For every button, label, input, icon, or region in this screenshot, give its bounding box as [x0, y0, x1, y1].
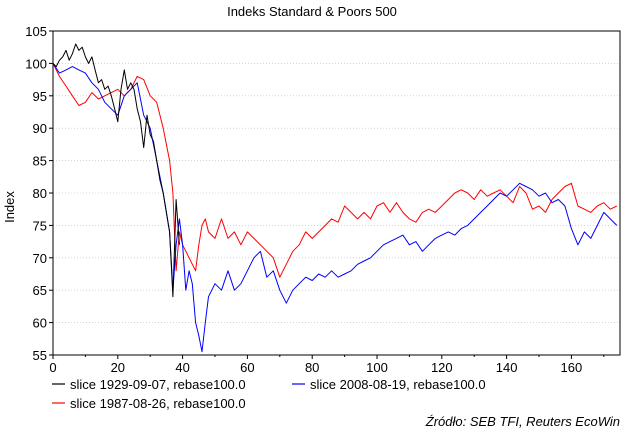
- series-line-1: [52, 43, 180, 298]
- x-tick-label: 20: [111, 360, 125, 375]
- x-tick-label: 140: [496, 360, 518, 375]
- plot-frame: [52, 30, 621, 356]
- legend-label-1: slice 1929-09-07, rebase100.0: [70, 377, 246, 392]
- series-line-2: [52, 63, 618, 278]
- y-tick-label: 85: [33, 154, 47, 169]
- y-tick-label: 80: [33, 186, 47, 201]
- x-axis: 0 20 40 60 80 100 120 140 160: [49, 355, 605, 375]
- legend: slice 1929-09-07, rebase100.0 slice 1987-…: [52, 377, 486, 411]
- y-axis-label: Index: [2, 191, 17, 223]
- y-tick-label: 60: [33, 316, 47, 331]
- y-tick-label: 90: [33, 121, 47, 136]
- x-tick-label: 160: [561, 360, 583, 375]
- x-tick-label: 60: [240, 360, 254, 375]
- x-tick-label: 100: [366, 360, 388, 375]
- x-tick-label: 40: [175, 360, 189, 375]
- x-tick-label: 80: [305, 360, 319, 375]
- y-tick-label: 105: [25, 24, 47, 39]
- legend-label-3: slice 2008-08-19, rebase100.0: [310, 377, 486, 392]
- x-tick-label: 0: [49, 360, 56, 375]
- chart-title: Indeks Standard & Poors 500: [227, 4, 397, 19]
- y-tick-label: 70: [33, 251, 47, 266]
- series-layer: [52, 43, 618, 353]
- y-tick-label: 55: [33, 348, 47, 363]
- x-tick-label: 120: [431, 360, 453, 375]
- y-tick-label: 95: [33, 89, 47, 104]
- gridlines: [53, 30, 620, 356]
- legend-label-2: slice 1987-08-26, rebase100.0: [70, 396, 246, 411]
- y-tick-label: 65: [33, 283, 47, 298]
- y-tick-label: 75: [33, 218, 47, 233]
- y-tick-label: 100: [25, 56, 47, 71]
- y-axis: 55 60 65 70 75 80 85 90 95 100 105: [25, 24, 53, 363]
- source-note: Źródło: SEB TFI, Reuters EcoWin: [425, 414, 620, 429]
